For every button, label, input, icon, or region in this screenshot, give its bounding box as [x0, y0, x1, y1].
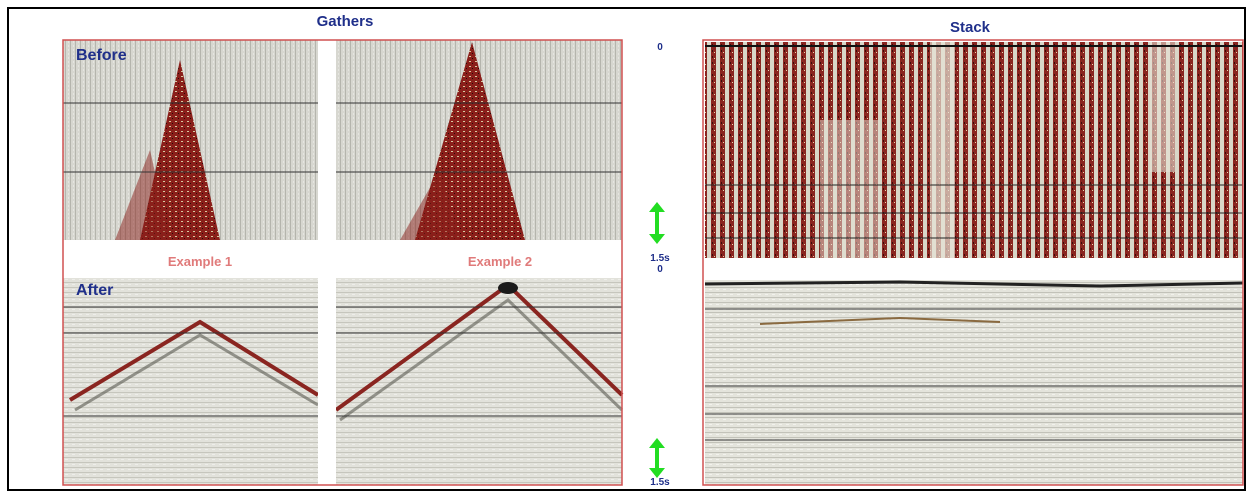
figure: Gathers Stack Before After Example 1 Exa…	[0, 0, 1249, 491]
example-label: Example 1	[168, 254, 232, 269]
before-label: Before	[76, 47, 127, 64]
time-label: 1.5s	[650, 477, 670, 488]
example-label: Example 2	[468, 254, 532, 269]
after-label: After	[76, 282, 113, 299]
stack-panels	[705, 42, 1243, 485]
time-label: 1.5s	[650, 253, 670, 264]
range-arrow	[649, 438, 665, 478]
time-label: 0	[657, 42, 663, 53]
range-arrow	[649, 202, 665, 244]
before-panels	[63, 40, 622, 240]
stack-title: Stack	[950, 19, 991, 36]
after-panels	[63, 278, 622, 485]
time-label: 0	[657, 264, 663, 275]
gathers-title: Gathers	[317, 13, 374, 30]
